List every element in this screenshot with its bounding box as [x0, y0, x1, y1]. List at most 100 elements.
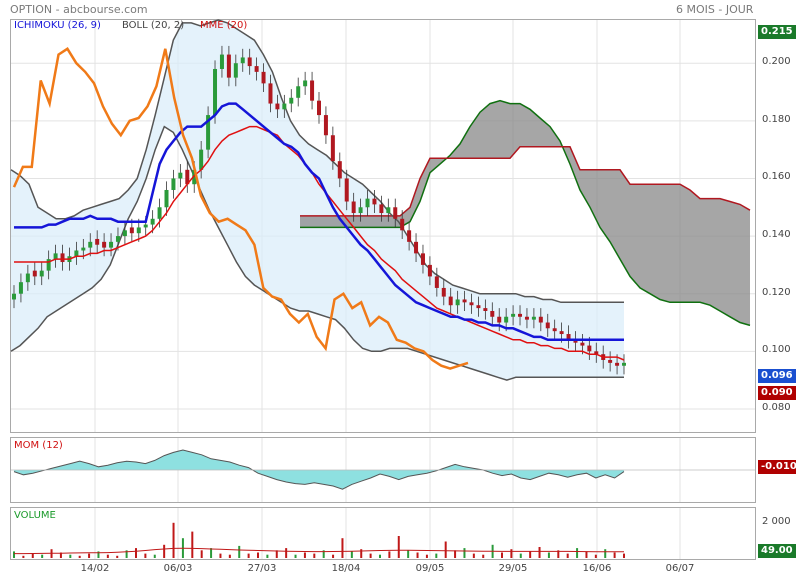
volume-bar [191, 531, 194, 558]
y-tick-label: 0.140 [762, 229, 791, 241]
volume-bar [613, 552, 616, 558]
volume-bar [313, 553, 316, 558]
volume-bar [22, 555, 25, 558]
candle-body [46, 259, 51, 271]
candle-body [497, 316, 502, 323]
tag-top-value: 0.215 [758, 25, 796, 39]
y-tick-label: 0.160 [762, 171, 791, 183]
candle-body [206, 115, 211, 150]
candle-body [476, 305, 481, 309]
candle-body [434, 276, 439, 288]
tag-momentum: -0.010 [758, 460, 797, 474]
candle-body [109, 241, 114, 248]
candle-body [18, 282, 23, 294]
candle-body [303, 80, 308, 87]
candle-body [386, 207, 391, 214]
y-tick-label: 0.200 [762, 56, 791, 68]
candle-body [157, 207, 162, 219]
volume-average-line [14, 547, 624, 555]
candle-body [323, 115, 328, 136]
volume-bar [322, 550, 325, 558]
volume-bar [41, 554, 44, 558]
candle-body [122, 230, 127, 237]
candle-body [580, 342, 585, 346]
volume-bar [153, 554, 156, 558]
volume-bar [510, 549, 513, 558]
candle-body [296, 86, 301, 98]
legend-mme: MME (20) [200, 20, 248, 31]
candle-body [164, 189, 169, 208]
volume-bar [275, 550, 278, 558]
volume-bar [341, 538, 344, 558]
candle-body [400, 218, 405, 231]
candle-body [358, 207, 363, 214]
source-label: OPTION - abcbourse.com [10, 3, 148, 16]
candle-body [32, 270, 37, 277]
candle-body [490, 310, 495, 317]
candle-body [365, 198, 370, 208]
candle-body [573, 339, 578, 343]
candle-body [275, 103, 280, 110]
volume-bar [210, 548, 213, 558]
candle-body [518, 313, 523, 317]
candle-body [129, 227, 134, 234]
volume-bar [257, 552, 259, 558]
y-tick-label: 0.080 [762, 401, 791, 413]
x-tick-label: 06/07 [665, 563, 695, 574]
candle-body [330, 135, 335, 162]
candle-body [462, 299, 467, 303]
momentum-line [13, 449, 625, 490]
candle-body [393, 207, 398, 219]
candle-body [12, 293, 16, 300]
legend-mom: MOM (12) [14, 440, 63, 451]
x-tick-label: 29/05 [498, 563, 528, 574]
candle-body [233, 63, 238, 78]
candle-body [448, 296, 453, 306]
bollinger-upper [10, 19, 624, 304]
candle-body [261, 71, 266, 84]
volume-bar [69, 554, 72, 558]
candle-body [538, 316, 543, 323]
ichimoku-span-a [300, 99, 751, 327]
x-tick-label: 27/03 [247, 563, 277, 574]
candle-body [379, 204, 384, 214]
candle-body [39, 270, 44, 277]
legend-ichimoku: ICHIMOKU (26, 9) [14, 20, 101, 31]
volume-bar [501, 552, 503, 558]
candle-body [545, 322, 550, 329]
volume-bar [247, 553, 250, 558]
candle-body [240, 57, 245, 64]
period-label: 6 MOIS - JOUR [676, 3, 754, 16]
candle-body [441, 287, 446, 297]
volume-bar [463, 548, 466, 558]
volume-bar [425, 554, 428, 558]
candle-body [524, 316, 529, 320]
y-tick-label: 0.180 [762, 113, 791, 125]
x-tick-label: 14/02 [80, 563, 110, 574]
volume-bar [416, 552, 419, 558]
volume-bar [78, 555, 81, 558]
volume-bar [566, 553, 569, 558]
volume-bar [519, 553, 522, 558]
volume-bar [454, 550, 457, 558]
legend-boll: BOLL (20, 2) [122, 20, 185, 31]
x-tick-label: 09/05 [415, 563, 445, 574]
volume-bar [163, 544, 166, 558]
candle-body [511, 313, 516, 317]
volume-bar [266, 554, 269, 558]
candle-body [185, 169, 190, 185]
volume-y-tick: 2 000 [762, 516, 791, 527]
candle-body [310, 80, 315, 101]
bollinger-lower [10, 125, 624, 381]
candle-body [407, 230, 412, 242]
candle-body [414, 241, 419, 254]
x-tick-label: 16/06 [582, 563, 612, 574]
volume-bar [332, 554, 335, 558]
candle-body [469, 302, 474, 306]
momentum-area [14, 450, 624, 490]
y-tick-label: 0.100 [762, 344, 791, 356]
candle-body [192, 169, 197, 185]
volume-bar [397, 536, 400, 558]
candle-body [587, 345, 592, 352]
